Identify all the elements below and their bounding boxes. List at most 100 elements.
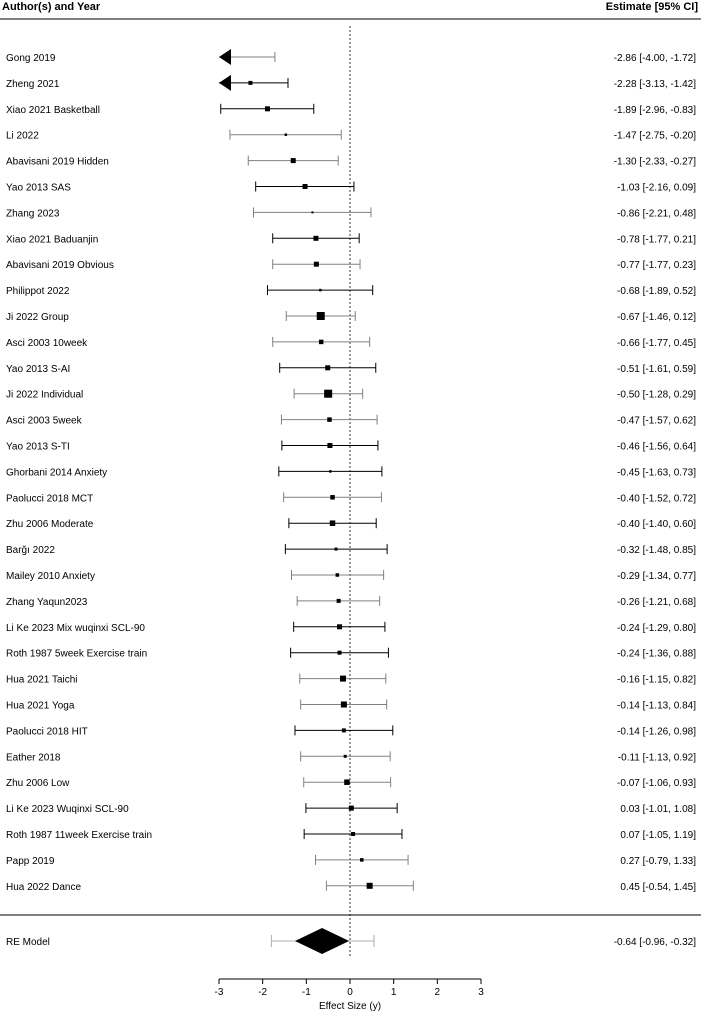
study-estimate-ci: -0.51 [-1.61, 0.59] — [617, 364, 696, 375]
study-estimate-ci: -0.78 [-1.77, 0.21] — [617, 234, 696, 245]
study-rows: Gong 2019 -2.86 [-4.00, -1.72] Zheng 2021 -… — [6, 49, 696, 893]
study-label: Xiao 2021 Basketball — [6, 105, 100, 116]
study-estimate-ci: -0.32 [-1.48, 0.85] — [617, 545, 696, 556]
study-label: Asci 2003 10week — [6, 338, 88, 349]
study-label: Hua 2021 Taichi — [6, 675, 78, 686]
point-estimate — [222, 54, 228, 60]
point-estimate — [329, 470, 332, 473]
study-estimate-ci: -0.66 [-1.77, 0.45] — [617, 338, 696, 349]
study-estimate-ci: -0.14 [-1.26, 0.98] — [617, 726, 696, 737]
x-axis-tick-label: -3 — [215, 987, 224, 998]
x-axis-tick-label: -1 — [302, 987, 311, 998]
study-estimate-ci: -1.30 [-2.33, -0.27] — [614, 157, 696, 168]
study-label: Paolucci 2018 HIT — [6, 726, 88, 737]
study-estimate-ci: -0.40 [-1.52, 0.72] — [617, 493, 696, 504]
study-estimate-ci: -0.29 [-1.34, 0.77] — [617, 571, 696, 582]
summary-row: RE Model -0.64 [-0.96, -0.32] — [6, 928, 696, 954]
study-label: Zheng 2021 — [6, 79, 60, 90]
study-estimate-ci: -0.50 [-1.28, 0.29] — [617, 390, 696, 401]
x-axis-tick-label: 2 — [435, 987, 441, 998]
point-estimate — [337, 650, 342, 655]
study-estimate-ci: 0.27 [-0.79, 1.33] — [620, 856, 696, 867]
summary-diamond — [294, 928, 350, 954]
point-estimate — [311, 211, 314, 214]
study-label: Ji 2022 Group — [6, 312, 69, 323]
x-axis-tick-label: 1 — [391, 987, 397, 998]
study-label: Hua 2022 Dance — [6, 882, 81, 893]
point-estimate — [336, 598, 341, 603]
study-label: Barğı 2022 — [6, 545, 55, 556]
study-label: Abavisani 2019 Obvious — [6, 260, 114, 271]
study-label: Abavisani 2019 Hidden — [6, 157, 109, 168]
study-label: Zhu 2006 Moderate — [6, 519, 94, 530]
study-label: Asci 2003 5week — [6, 416, 83, 427]
point-estimate — [366, 882, 373, 889]
point-estimate — [351, 832, 356, 836]
point-estimate — [324, 389, 333, 398]
point-estimate — [330, 495, 335, 500]
x-axis-tick-label: -2 — [258, 987, 267, 998]
study-estimate-ci: 0.07 [-1.05, 1.19] — [620, 830, 696, 841]
study-label: Gong 2019 — [6, 53, 56, 64]
summary-label: RE Model — [6, 937, 50, 948]
study-label: Li 2022 — [6, 131, 39, 142]
study-label: Li Ke 2023 Mix wuqinxi SCL-90 — [6, 623, 145, 634]
point-estimate — [325, 365, 331, 371]
point-estimate — [337, 624, 343, 630]
study-estimate-ci: -0.14 [-1.13, 0.84] — [617, 701, 696, 712]
study-estimate-ci: -0.16 [-1.15, 0.82] — [617, 675, 696, 686]
study-label: Paolucci 2018 MCT — [6, 493, 93, 504]
study-label: Ji 2022 Individual — [6, 390, 83, 401]
point-estimate — [327, 417, 332, 422]
study-estimate-ci: -0.46 [-1.56, 0.64] — [617, 442, 696, 453]
point-estimate — [348, 805, 354, 811]
study-label: Zhu 2006 Low — [6, 778, 70, 789]
point-estimate — [344, 779, 350, 785]
study-estimate-ci: -0.68 [-1.89, 0.52] — [617, 286, 696, 297]
point-estimate — [248, 80, 253, 85]
study-estimate-ci: -0.47 [-1.57, 0.62] — [617, 416, 696, 427]
study-label: Papp 2019 — [6, 856, 55, 867]
study-estimate-ci: -0.86 [-2.21, 0.48] — [617, 208, 696, 219]
study-label: Li Ke 2023 Wuqinxi SCL-90 — [6, 804, 129, 815]
study-estimate-ci: -1.03 [-2.16, 0.09] — [617, 183, 696, 194]
point-estimate — [319, 288, 322, 292]
point-estimate — [335, 573, 340, 577]
x-axis-tick-label: 3 — [478, 987, 484, 998]
study-estimate-ci: -0.11 [-1.13, 0.92] — [618, 752, 696, 763]
study-label: Roth 1987 11week Exercise train — [6, 830, 152, 841]
study-label: Zhang 2023 — [6, 208, 60, 219]
study-estimate-ci: -0.07 [-1.06, 0.93] — [617, 778, 696, 789]
point-estimate — [329, 520, 336, 526]
study-label: Yao 2013 S-AI — [6, 364, 70, 375]
point-estimate — [316, 312, 325, 320]
point-estimate — [340, 701, 347, 708]
summary-estimate-ci: -0.64 [-0.96, -0.32] — [614, 937, 696, 948]
point-estimate — [284, 133, 288, 136]
study-estimate-ci: 0.45 [-0.54, 1.45] — [620, 882, 696, 893]
study-label: Ghorbani 2014 Anxiety — [6, 467, 107, 478]
study-label: Xiao 2021 Baduanjin — [6, 234, 98, 245]
study-label: Roth 1987 5week Exercise train — [6, 649, 147, 660]
point-estimate — [340, 675, 347, 682]
header-estimate-ci: Estimate [95% CI] — [606, 1, 699, 13]
study-estimate-ci: -0.77 [-1.77, 0.23] — [617, 260, 696, 271]
x-axis: -3 -2 -1 0 1 2 3 — [215, 978, 484, 998]
point-estimate — [360, 858, 364, 862]
study-estimate-ci: -1.47 [-2.75, -0.20] — [614, 131, 696, 142]
study-estimate-ci: -1.89 [-2.96, -0.83] — [614, 105, 696, 116]
point-estimate — [327, 443, 333, 448]
study-label: Yao 2013 S-TI — [6, 442, 70, 453]
point-estimate — [313, 235, 319, 241]
study-estimate-ci: 0.03 [-1.01, 1.08] — [620, 804, 696, 815]
study-estimate-ci: -0.26 [-1.21, 0.68] — [617, 597, 696, 608]
header-author-year: Author(s) and Year — [2, 1, 101, 13]
study-estimate-ci: -2.28 [-3.13, -1.42] — [614, 79, 696, 90]
point-estimate — [318, 339, 324, 345]
ci-truncation-arrow — [219, 74, 231, 91]
point-estimate — [313, 261, 319, 267]
x-axis-label: Effect Size (y) — [319, 1001, 381, 1012]
study-label: Yao 2013 SAS — [6, 183, 71, 194]
point-estimate — [343, 754, 347, 758]
